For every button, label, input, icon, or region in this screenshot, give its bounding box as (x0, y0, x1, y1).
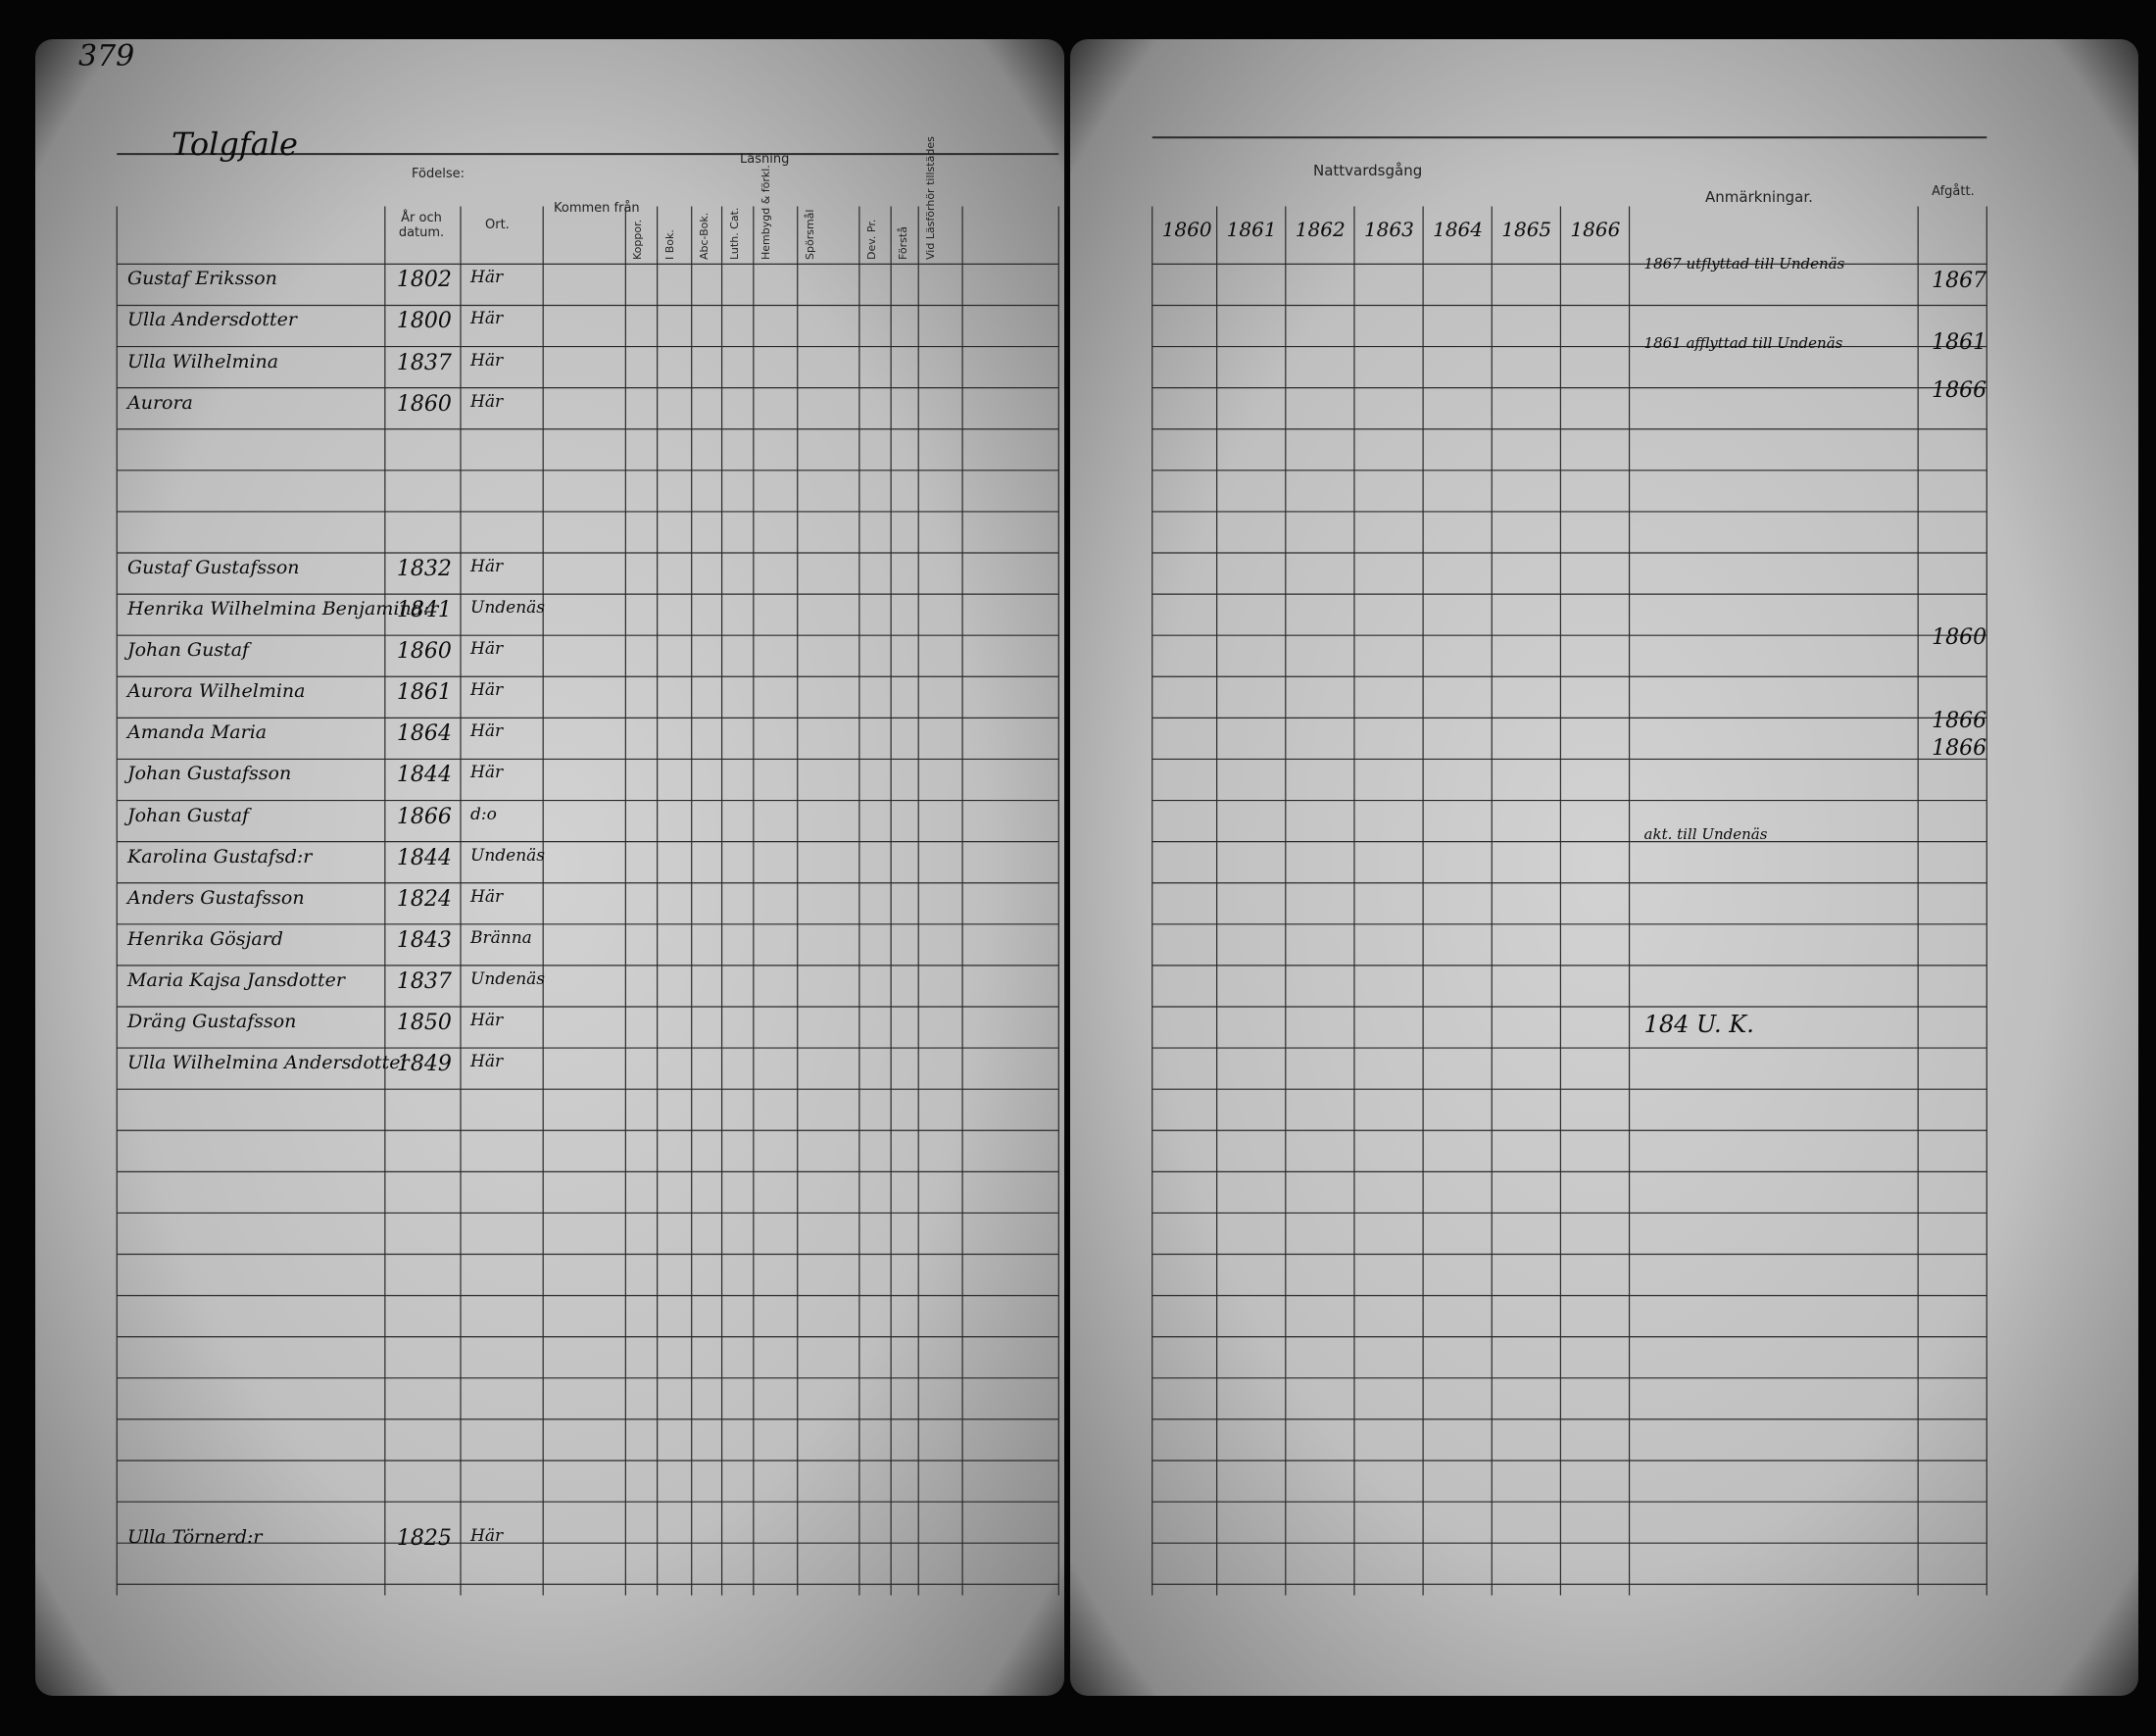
birth-place: Här (470, 763, 504, 783)
person-name: Ulla Wilhelmina Andersdotter (127, 1052, 410, 1074)
remark: akt. till Undenäs (1643, 824, 1768, 843)
header: Hembygd & förkl. (759, 165, 772, 260)
person-name: Johan Gustaf (127, 639, 250, 662)
birth-year: 1824 (396, 886, 452, 912)
birth-year: 1844 (396, 845, 452, 870)
birth-place: Här (470, 350, 504, 371)
birth-year: 1832 (396, 557, 452, 581)
person-name: Johan Gustaf (127, 804, 250, 826)
header: Läsning (740, 152, 790, 167)
header: Abc-Bok. (697, 212, 710, 260)
year-header: 1863 (1363, 218, 1414, 241)
person-name: Ulla Wilhelmina (127, 350, 279, 372)
birth-year: 1861 (396, 680, 452, 706)
remark: 1867 utflyttad till Undenäs (1643, 254, 1845, 273)
place-name: Tolgfale (172, 125, 298, 163)
birth-year: 1841 (396, 598, 452, 623)
birth-place: Undenäs (470, 598, 546, 619)
birth-year: 1850 (396, 1010, 452, 1035)
year-header: 1864 (1433, 218, 1483, 241)
person-name: Henrika Gösjard (127, 927, 283, 950)
birth-place: Här (470, 557, 504, 576)
person-name: Gustaf Gustafsson (127, 557, 300, 578)
birth-year: 1802 (396, 268, 452, 293)
birth-place: Här (470, 1052, 504, 1072)
remark: 1861 afflyttad till Undenäs (1643, 333, 1843, 352)
departed-year: 1861 (1932, 329, 1987, 355)
header: Dev. Pr. (864, 219, 878, 260)
birth-place: Här (470, 680, 504, 701)
birth-place: Här (470, 268, 504, 288)
header: I Bok. (662, 229, 676, 260)
birth-year: 1849 (396, 1052, 452, 1077)
birth-year: 1837 (396, 350, 452, 375)
header: Förstå (897, 226, 910, 260)
year-header: 1865 (1501, 218, 1552, 241)
person-name: Gustaf Eriksson (127, 268, 277, 290)
birth-place: Här (470, 309, 504, 329)
person-name: Maria Kajsa Jansdotter (127, 968, 345, 991)
birth-year: 1800 (396, 309, 452, 334)
remark: 184 U. K. (1643, 1011, 1754, 1039)
year-header: 1866 (1570, 218, 1621, 241)
header: Nattvardsgång (1313, 162, 1423, 179)
person-name: Karolina Gustafsd:r (127, 845, 313, 868)
person-name: Ulla Törnerd:r (127, 1526, 263, 1549)
birth-year: 1843 (396, 927, 452, 953)
person-name: Henrika Wilhelmina Benjamind:r (127, 598, 439, 620)
header: Anmärkningar. (1705, 188, 1813, 206)
person-name: Anders Gustafsson (127, 886, 305, 909)
person-name: Dräng Gustafsson (127, 1010, 297, 1032)
year-header: 1860 (1161, 218, 1212, 241)
birth-place: Undenäs (470, 845, 546, 866)
header: Vid Läsförhör tillstädes (924, 136, 938, 260)
birth-year: 1860 (396, 391, 452, 417)
birth-place: d:o (470, 804, 497, 824)
year-header: 1862 (1295, 218, 1346, 241)
birth-place: Undenäs (470, 968, 546, 989)
departed-year: 1866 (1932, 735, 1987, 761)
header: Födelse: (412, 167, 465, 181)
person-name: Amanda Maria (127, 721, 268, 744)
birth-place: Här (470, 1010, 504, 1030)
birth-place: Här (470, 1526, 504, 1547)
birth-year: 1866 (396, 804, 452, 829)
birth-place: Bränna (470, 927, 532, 948)
person-name: Aurora (127, 391, 193, 414)
header: Afgått. (1932, 184, 1975, 199)
departed-year: 1866 (1932, 377, 1987, 403)
header: Ort. (485, 218, 510, 232)
person-name: Johan Gustafsson (127, 763, 292, 785)
page-number: 379 (78, 39, 135, 74)
header: År och datum. (398, 211, 445, 240)
departed-year: 1867 (1932, 268, 1987, 293)
year-header: 1861 (1226, 218, 1277, 241)
birth-year: 1825 (396, 1526, 452, 1552)
birth-year: 1837 (396, 968, 452, 994)
birth-place: Här (470, 721, 504, 742)
person-name: Aurora Wilhelmina (127, 680, 306, 703)
departed-year: 1860 (1932, 625, 1987, 651)
birth-place: Här (470, 391, 504, 412)
departed-year: 1866 (1932, 708, 1987, 733)
birth-place: Här (470, 886, 504, 907)
birth-year: 1844 (396, 763, 452, 788)
header: Koppor. (631, 219, 645, 260)
birth-year: 1864 (396, 721, 452, 747)
birth-place: Här (470, 639, 504, 660)
birth-year: 1860 (396, 639, 452, 665)
header: Spörsmål (803, 209, 816, 260)
header: Kommen från (554, 201, 640, 216)
person-name: Ulla Andersdotter (127, 309, 297, 331)
header: Luth. Cat. (727, 207, 741, 260)
